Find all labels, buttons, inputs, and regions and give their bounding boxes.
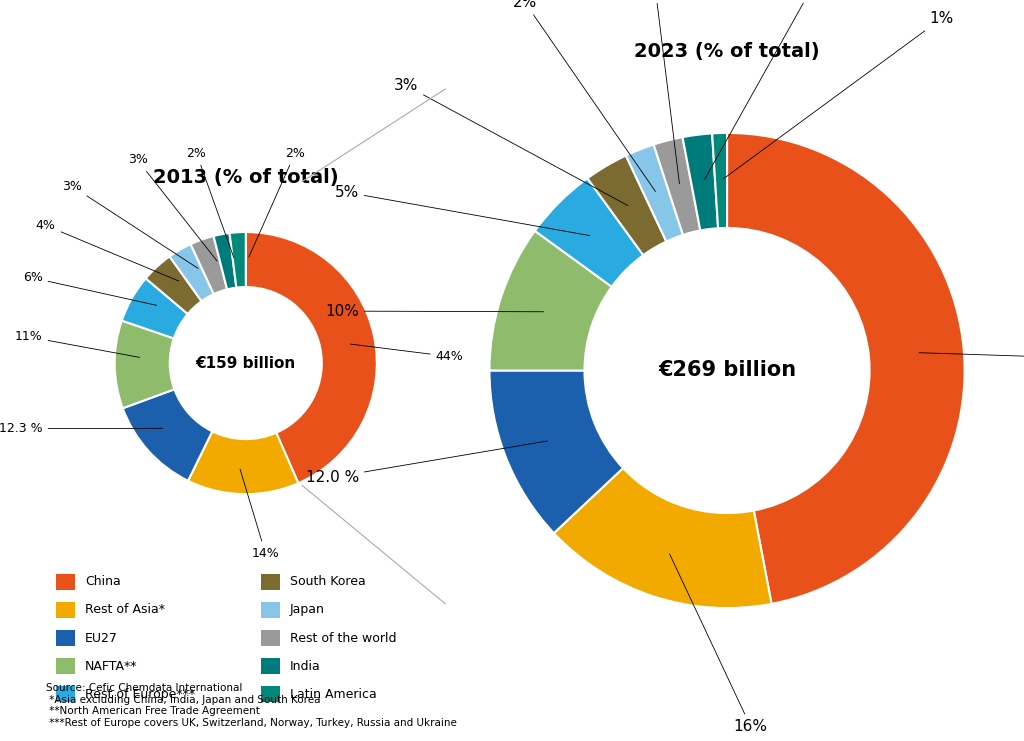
Text: Rest of Europe***: Rest of Europe*** xyxy=(85,688,196,701)
Wedge shape xyxy=(535,179,643,287)
Text: 2%: 2% xyxy=(186,147,233,258)
Text: Rest of Asia*: Rest of Asia* xyxy=(85,603,165,617)
Text: €269 billion: €269 billion xyxy=(658,361,796,380)
Wedge shape xyxy=(229,232,246,288)
Text: 3%: 3% xyxy=(62,179,199,268)
Text: 2%: 2% xyxy=(513,0,655,191)
Wedge shape xyxy=(727,133,965,604)
Wedge shape xyxy=(489,231,611,370)
Wedge shape xyxy=(188,431,298,494)
Text: 44%: 44% xyxy=(350,344,464,363)
Text: 16%: 16% xyxy=(670,554,768,734)
Text: Latin America: Latin America xyxy=(290,688,377,701)
Text: 4%: 4% xyxy=(36,219,179,281)
Text: 12.3 %: 12.3 % xyxy=(0,422,163,435)
Text: 2%: 2% xyxy=(249,147,305,257)
Wedge shape xyxy=(190,236,227,294)
Wedge shape xyxy=(683,133,718,230)
Text: 3%: 3% xyxy=(394,78,628,205)
Text: 2%: 2% xyxy=(705,0,822,179)
Wedge shape xyxy=(170,245,214,302)
Wedge shape xyxy=(588,156,667,255)
Wedge shape xyxy=(214,233,237,290)
Text: 5%: 5% xyxy=(335,185,590,236)
Text: 12.0 %: 12.0 % xyxy=(305,441,548,485)
Title: 2013 (% of total): 2013 (% of total) xyxy=(153,167,339,187)
Wedge shape xyxy=(554,468,771,608)
Text: 14%: 14% xyxy=(240,469,280,559)
Text: €159 billion: €159 billion xyxy=(196,356,296,370)
Wedge shape xyxy=(489,370,624,533)
Text: 1%: 1% xyxy=(723,11,953,179)
Text: Source: Cefic Chemdata International
 *Asia excluding China, India, Japan and So: Source: Cefic Chemdata International *As… xyxy=(46,683,457,728)
Wedge shape xyxy=(626,144,683,242)
Wedge shape xyxy=(115,321,174,408)
Title: 2023 (% of total): 2023 (% of total) xyxy=(634,42,820,61)
Text: 3%: 3% xyxy=(128,153,217,261)
Text: South Korea: South Korea xyxy=(290,575,366,588)
Wedge shape xyxy=(122,279,187,339)
Text: EU27: EU27 xyxy=(85,631,118,645)
Text: 6%: 6% xyxy=(23,271,157,305)
Wedge shape xyxy=(653,137,700,235)
Wedge shape xyxy=(246,232,377,483)
Text: India: India xyxy=(290,659,321,673)
Text: China: China xyxy=(85,575,121,588)
Text: 47%: 47% xyxy=(919,351,1024,366)
Text: 2%: 2% xyxy=(643,0,680,184)
Text: 11%: 11% xyxy=(15,330,139,357)
Text: Japan: Japan xyxy=(290,603,325,617)
Text: NAFTA**: NAFTA** xyxy=(85,659,137,673)
Wedge shape xyxy=(123,389,212,481)
Text: Rest of the world: Rest of the world xyxy=(290,631,396,645)
Wedge shape xyxy=(712,133,727,228)
Wedge shape xyxy=(145,256,202,314)
Text: 10%: 10% xyxy=(325,304,544,319)
